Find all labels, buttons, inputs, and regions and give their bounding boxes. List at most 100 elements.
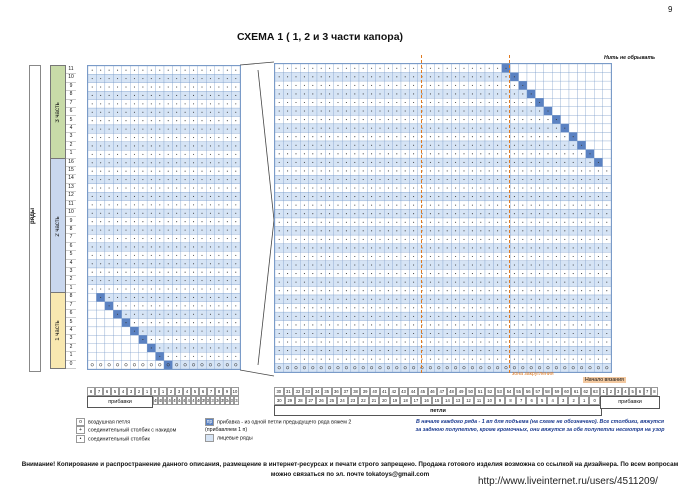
row-number: 2 <box>66 275 76 285</box>
number-cell: 38 <box>350 387 361 396</box>
row-number: 1 <box>66 284 76 294</box>
number-cell: 56 <box>523 387 534 396</box>
bottom-right-bottom-numbers: 30 29 28 27 26 25 24 23 22 21 20 19 18 17 16 15 14 13 12 11… <box>274 396 600 405</box>
row-number: 8 <box>66 225 76 235</box>
number-cell: 41 <box>191 396 197 405</box>
row-number: 16 <box>66 158 76 167</box>
number-cell: 12 <box>463 396 474 405</box>
number-cell: 42 <box>389 387 399 396</box>
number-cell: 3 <box>557 396 569 405</box>
number-cell: 8 <box>87 387 95 396</box>
row-number: 7 <box>66 301 76 311</box>
number-cell: 34 <box>312 387 322 396</box>
number-cell: 6 <box>526 396 537 405</box>
number-cell: 27 <box>305 396 317 405</box>
legend-text: прибавка - из одной петли предыдущего ря… <box>205 419 352 434</box>
number-cell: 10 <box>484 396 495 405</box>
legend-swatch <box>205 434 214 443</box>
number-cell: 26 <box>316 396 327 405</box>
number-cell: 7 <box>515 396 527 405</box>
number-cell: 4 <box>183 387 191 396</box>
row-number: 4 <box>66 259 76 268</box>
number-cell: 15 <box>431 396 443 405</box>
number-cell: 17 <box>410 396 422 405</box>
row-number: 3 <box>66 334 76 344</box>
number-cell: 9 <box>494 396 506 405</box>
section-3: 1 часть <box>50 292 66 369</box>
page-title: СХЕМА 1 ( 1, 2 и 3 части капора) <box>236 31 404 43</box>
number-cell: 38 <box>205 396 211 405</box>
number-cell: 3 <box>614 387 622 396</box>
number-cell: 2 <box>135 387 143 396</box>
number-cell: 14 <box>442 396 453 405</box>
number-cell: 32 <box>234 396 240 405</box>
rows-axis-label: ряды <box>30 207 36 225</box>
number-cell: 52 <box>485 387 495 396</box>
sections-column: 3 часть 11 10 9 8 7 6 5 4 3 2 1 2 часть 16 15 14 13 12 11 1… <box>50 65 86 370</box>
row-number: 5 <box>66 250 76 260</box>
section-label: 1 часть <box>55 320 61 342</box>
legend-text: соединительный столбик <box>88 436 150 443</box>
note-text: В начале каждого ряда - 1 вп для подъема… <box>415 419 665 433</box>
number-cell: 43 <box>181 396 187 405</box>
page-number: 9 <box>668 5 673 14</box>
bottom-right-top-numbers: 30 31 32 33 34 35 36 37 38 39 40 41 42 43 44 45 46 47 48 49… <box>274 387 601 396</box>
legend-text: соединительный столбик с накидом <box>88 427 177 434</box>
number-cell: 40 <box>196 396 201 405</box>
number-cell: 42 <box>186 396 192 405</box>
number-cell: 7 <box>643 387 651 396</box>
number-cell: 62 <box>581 387 591 396</box>
row-number: 14 <box>66 174 76 184</box>
number-cell: 2 <box>167 387 175 396</box>
number-cell: 57 <box>533 387 543 396</box>
number-cell: 55 <box>513 387 524 396</box>
row-number: 11 <box>66 65 76 75</box>
row-number: 6 <box>66 309 76 319</box>
right-chart-grid <box>274 63 612 373</box>
row-number: 6 <box>66 242 76 252</box>
number-cell: 19 <box>389 396 401 405</box>
number-cell: 7 <box>207 387 215 396</box>
number-cell: 6 <box>199 387 207 396</box>
number-cell: 34 <box>224 396 230 405</box>
number-cell: 1 <box>578 396 590 405</box>
number-cell: 49 <box>456 387 466 396</box>
row-number: 13 <box>66 183 76 193</box>
thread-note: Нить не обрывать <box>604 55 656 61</box>
row-number: 9 <box>66 217 76 226</box>
number-cell: 47 <box>162 396 168 405</box>
number-cell: 47 <box>437 387 447 396</box>
row-number: 5 <box>66 116 76 125</box>
legend-item: o воздушная петля <box>76 418 206 426</box>
number-cell: 46 <box>167 396 173 405</box>
row-number: 2 <box>66 343 76 353</box>
number-cell: 21 <box>368 396 380 405</box>
number-cell: 49 <box>153 396 158 405</box>
row-number: 4 <box>66 326 76 336</box>
number-cell: 44 <box>176 396 182 405</box>
grid-cells <box>274 63 612 373</box>
legend-text: лицевые ряды <box>217 435 253 442</box>
legend-text: воздушная петля <box>88 419 131 426</box>
number-cell: 4 <box>547 396 558 405</box>
row-number: 2 <box>66 141 76 151</box>
number-cell: 10 <box>231 387 239 396</box>
number-cell: 32 <box>293 387 303 396</box>
watermark-url: http://www.liveinternet.ru/users/4511209… <box>478 476 658 487</box>
number-cell: 11 <box>473 396 485 405</box>
number-cell: 5 <box>629 387 637 396</box>
number-cell: 31 <box>283 387 294 396</box>
number-cell: 30 <box>274 396 285 405</box>
row-number: 3 <box>66 132 76 142</box>
bottom-left-top-numbers: 8 7 6 5 4 3 2 1 0 1 2 3 4 5 6 7 8 9 10 <box>87 387 239 396</box>
legend-swatch: пр <box>205 418 214 426</box>
marker-line-left <box>421 55 422 373</box>
number-cell: 22 <box>358 396 369 405</box>
row-number: 12 <box>66 191 76 201</box>
number-cell: 8 <box>215 387 223 396</box>
number-cell: 53 <box>494 387 505 396</box>
legend-item: + соединительный столбик с накидом <box>76 426 206 435</box>
number-cell: 30 <box>274 387 284 396</box>
section-label: 2 часть <box>55 215 61 237</box>
number-cell: 1 <box>600 387 608 396</box>
